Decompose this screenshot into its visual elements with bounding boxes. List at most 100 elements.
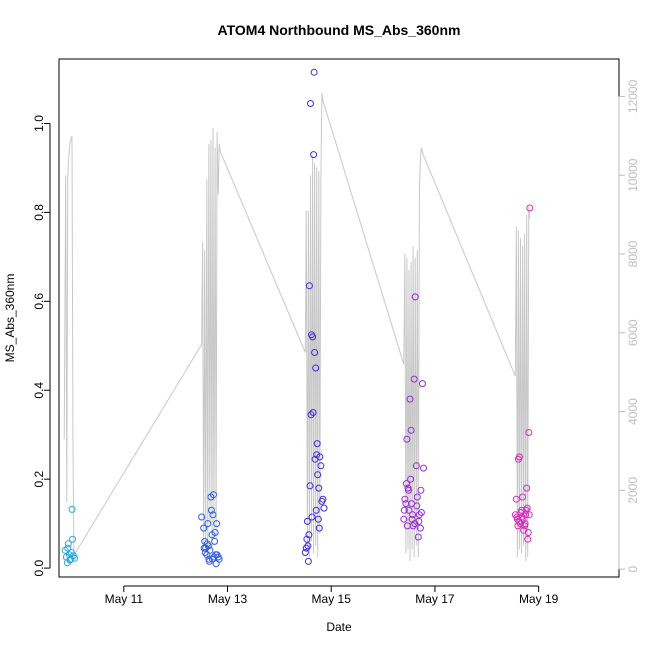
data-point	[213, 520, 221, 528]
data-point	[417, 486, 425, 494]
right-tick-label: 6000	[626, 319, 640, 346]
data-point	[407, 426, 415, 434]
right-tick-label: 10000	[626, 158, 640, 192]
data-point	[303, 517, 311, 525]
y-tick-label: 0.8	[32, 204, 46, 221]
data-point	[200, 544, 208, 552]
data-point	[521, 520, 529, 528]
data-point	[304, 542, 312, 550]
data-point	[511, 511, 519, 519]
data-point	[524, 529, 532, 536]
data-point	[415, 517, 423, 525]
data-point	[204, 542, 212, 550]
x-axis-label: Date	[326, 620, 352, 634]
data-point	[513, 513, 521, 521]
data-point	[518, 513, 526, 521]
secondary-line	[63, 92, 531, 562]
data-point	[314, 471, 322, 479]
right-tick-label: 4000	[626, 398, 640, 425]
data-point	[215, 555, 223, 563]
chart-title: ATOM4 Northbound MS_Abs_360nm	[218, 22, 461, 38]
data-point	[200, 524, 208, 532]
data-point	[410, 375, 418, 383]
data-point	[311, 349, 319, 356]
data-point	[209, 555, 216, 563]
data-point	[413, 493, 421, 501]
data-point	[519, 493, 527, 501]
data-point	[524, 535, 532, 543]
right-tick-label: 0	[626, 565, 640, 572]
right-tick-label: 2000	[626, 477, 640, 504]
data-point	[402, 480, 410, 488]
y-tick-label: 0.4	[32, 382, 46, 399]
data-point	[317, 462, 325, 470]
data-point	[523, 484, 531, 492]
data-point	[411, 520, 419, 528]
data-point	[211, 537, 219, 545]
data-point	[403, 435, 411, 443]
x-tick-label: May 13	[208, 592, 248, 606]
data-point	[416, 524, 424, 532]
data-point	[319, 495, 327, 503]
data-point	[526, 204, 534, 212]
data-point	[309, 409, 317, 416]
axes: 0.0 0.2 0.4 0.6 0.8 1.0 May 11 May 13 May 15 May …	[32, 79, 640, 606]
data-point	[400, 515, 408, 523]
data-point	[211, 529, 219, 536]
data-point	[405, 486, 412, 494]
data-point	[522, 506, 530, 514]
x-tick-label: May 15	[312, 592, 352, 606]
y-tick-label: 0.2	[32, 471, 46, 488]
right-tick-label: 12000	[626, 79, 640, 113]
data-point	[66, 556, 74, 564]
data-point	[306, 482, 314, 490]
data-point	[400, 506, 408, 514]
data-point	[312, 364, 320, 372]
data-point	[311, 455, 319, 463]
data-point	[309, 333, 317, 341]
data-point	[412, 462, 420, 470]
data-point	[302, 544, 310, 552]
data-point	[314, 515, 322, 523]
data-point	[515, 453, 523, 461]
data-point	[525, 429, 533, 436]
data-point	[409, 511, 417, 519]
data-point	[198, 513, 206, 521]
data-point	[68, 505, 76, 513]
data-point	[514, 522, 522, 530]
data-point	[401, 495, 409, 503]
data-point	[406, 395, 414, 403]
x-tick-label: May 19	[519, 592, 559, 606]
data-point	[420, 464, 427, 472]
y-tick-label: 0.0	[32, 559, 46, 576]
data-point	[207, 506, 215, 514]
data-point	[313, 440, 321, 448]
data-point	[415, 511, 423, 519]
data-point	[69, 535, 76, 543]
data-point	[308, 513, 316, 521]
data-point	[305, 282, 313, 290]
data-point	[304, 557, 312, 565]
data-point	[210, 491, 217, 499]
data-point	[307, 411, 315, 419]
data-point	[65, 551, 73, 559]
data-point	[407, 475, 415, 483]
data-point	[315, 524, 323, 532]
data-point	[204, 520, 212, 528]
data-point	[403, 522, 411, 530]
data-point	[310, 68, 318, 76]
right-tick-label: 8000	[626, 240, 640, 267]
data-point	[201, 549, 209, 556]
x-tick-label: May 17	[415, 592, 455, 606]
data-point	[315, 484, 323, 492]
data-point	[417, 509, 425, 516]
data-point	[411, 293, 419, 301]
data-point	[310, 151, 318, 159]
data-point	[408, 500, 416, 508]
data-point	[512, 495, 520, 503]
data-point	[305, 531, 313, 539]
data-point	[64, 540, 72, 548]
x-tick-label: May 11	[105, 592, 144, 606]
data-point	[209, 511, 217, 519]
